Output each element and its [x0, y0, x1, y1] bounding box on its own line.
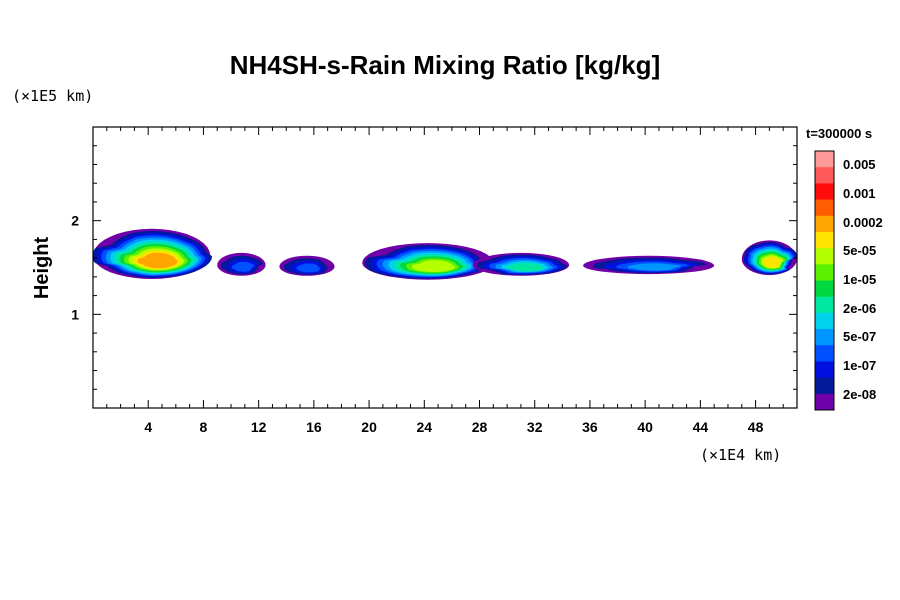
- colorbar-swatch: [815, 264, 834, 281]
- colorbar-label: 0.001: [843, 186, 876, 201]
- colorbar-labels: 0.005 0.001 0.0002 5e-05 1e-05 2e-06 5e-07 1e-0…: [843, 157, 883, 402]
- colorbar-swatch: [815, 215, 834, 233]
- colorbar-label: 5e-05: [843, 243, 876, 258]
- colorbar-swatch: [815, 183, 834, 200]
- colorbar-swatch: [815, 377, 834, 395]
- cloud-contour: [137, 252, 178, 269]
- cloud-contour: [507, 263, 544, 272]
- colorbar-swatch: [815, 312, 834, 330]
- colorbar-swatch: [815, 345, 834, 362]
- cloud-band-band-A: [93, 228, 213, 279]
- cloud-band-band-D: [362, 243, 494, 280]
- cloud-band-band-E: [472, 252, 570, 276]
- x-tick-label: 48: [748, 419, 764, 435]
- colorbar-label: 0.005: [843, 157, 876, 172]
- x-tick-label: 12: [251, 419, 267, 435]
- colorbar-swatch: [815, 280, 834, 298]
- colorbar-swatch: [815, 151, 834, 168]
- time-label: t=300000 s: [806, 126, 872, 141]
- y-axis-unit: (×1E5 km): [12, 87, 93, 105]
- colorbar-swatch: [815, 231, 834, 249]
- plot-frame: [92, 126, 798, 409]
- x-tick-label: 44: [693, 419, 709, 435]
- colorbar-label: 2e-08: [843, 387, 876, 402]
- cloud-contour: [412, 260, 456, 273]
- colorbar-label: 1e-07: [843, 358, 876, 373]
- colorbar-swatch: [815, 199, 834, 217]
- colorbar-swatch: [815, 296, 834, 314]
- y-tick-label: 1: [71, 306, 79, 322]
- x-tick-label: 24: [417, 419, 433, 435]
- cloud-bands: [93, 228, 797, 280]
- x-tick-label: 8: [200, 419, 208, 435]
- cloud-contour: [627, 263, 682, 271]
- cloud-band-band-F: [583, 255, 715, 275]
- y-tick-label: 2: [71, 213, 79, 229]
- colorbar-swatch: [815, 248, 834, 265]
- cloud-contour: [296, 263, 321, 273]
- colorbar-label: 5e-07: [843, 329, 876, 344]
- colorbar-swatch: [815, 361, 834, 379]
- colorbar-label: 1e-05: [843, 272, 876, 287]
- y-axis-label: Height: [31, 237, 53, 300]
- colorbar-label: 2e-06: [843, 301, 876, 316]
- chart-title: NH4SH-s-Rain Mixing Ratio [kg/kg]: [230, 50, 660, 80]
- colorbar: [814, 150, 835, 411]
- cloud-band-band-C: [279, 255, 335, 276]
- x-tick-label: 32: [527, 419, 543, 435]
- x-axis-ticks: 4 8 12 16 20 24 28 32 36 40 44 48: [106, 127, 798, 435]
- cloud-band-band-G: [741, 240, 797, 276]
- x-axis-unit: (×1E4 km): [700, 446, 781, 464]
- x-tick-label: 28: [472, 419, 488, 435]
- x-tick-label: 16: [306, 419, 322, 435]
- colorbar-swatch: [815, 393, 834, 411]
- cloud-band-band-B: [217, 252, 266, 276]
- x-tick-label: 40: [637, 419, 653, 435]
- colorbar-frame: [814, 150, 835, 411]
- x-tick-label: 4: [144, 419, 152, 435]
- x-tick-label: 20: [361, 419, 377, 435]
- cloud-contour: [232, 261, 255, 272]
- cloud-contour: [763, 256, 782, 268]
- colorbar-swatch: [815, 167, 834, 184]
- colorbar-label: 0.0002: [843, 215, 883, 230]
- x-tick-label: 36: [582, 419, 598, 435]
- colorbar-swatch: [815, 329, 834, 346]
- y-axis-ticks: 12: [71, 145, 797, 390]
